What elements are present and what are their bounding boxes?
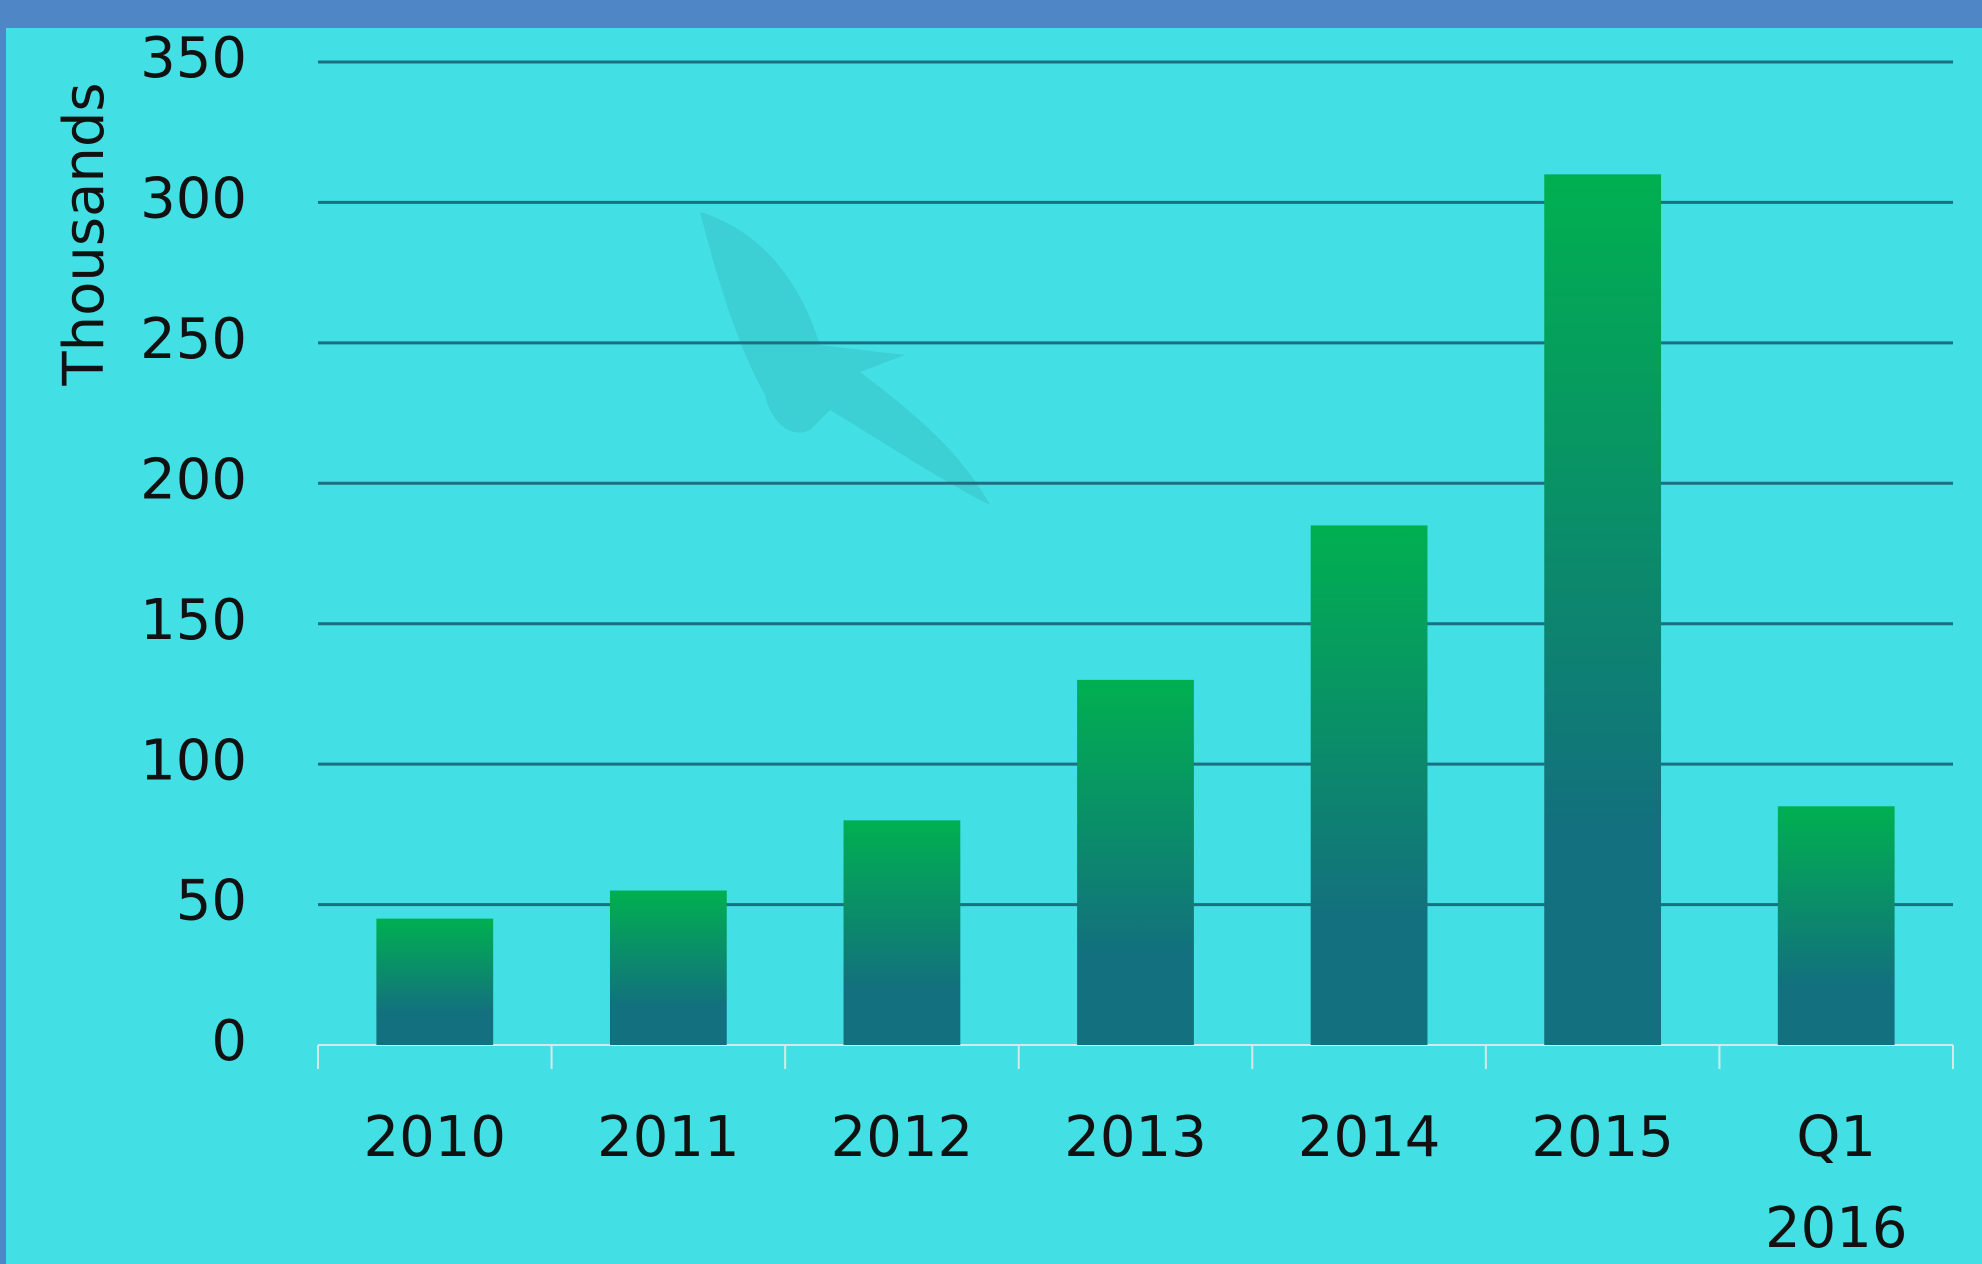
background xyxy=(0,0,1982,1264)
bar xyxy=(844,820,961,1045)
y-tick-label: 350 xyxy=(140,26,247,91)
x-tick-label: 2014 xyxy=(1298,1105,1441,1170)
bar xyxy=(1311,525,1428,1045)
chart: Thousands 0 50 100 150 200 250 300 350 2010 2011 2… xyxy=(0,0,1982,1264)
top-band xyxy=(0,0,1982,28)
y-tick-label: 150 xyxy=(140,588,247,653)
bar xyxy=(376,919,493,1045)
y-tick-label: 250 xyxy=(140,307,247,372)
bar xyxy=(1778,806,1895,1045)
x-tick-label: 2012 xyxy=(831,1105,974,1170)
x-tick-label: 2010 xyxy=(364,1105,507,1170)
page: Thousands 0 50 100 150 200 250 300 350 2010 2011 2… xyxy=(0,0,1982,1264)
y-tick-label: 100 xyxy=(140,728,247,793)
bar xyxy=(1544,174,1661,1045)
y-tick-label: 200 xyxy=(140,447,247,512)
y-tick-label: 50 xyxy=(176,869,247,934)
y-axis-label: Thousands xyxy=(52,82,117,386)
bar xyxy=(610,891,727,1045)
x-tick-label: 2015 xyxy=(1531,1105,1674,1170)
y-tick-label: 0 xyxy=(211,1009,247,1074)
left-band xyxy=(0,0,6,1264)
bar xyxy=(1077,680,1194,1045)
y-tick-label: 300 xyxy=(140,167,247,232)
x-tick-label: 2011 xyxy=(597,1105,740,1170)
x-tick-label: 2013 xyxy=(1064,1105,1207,1170)
